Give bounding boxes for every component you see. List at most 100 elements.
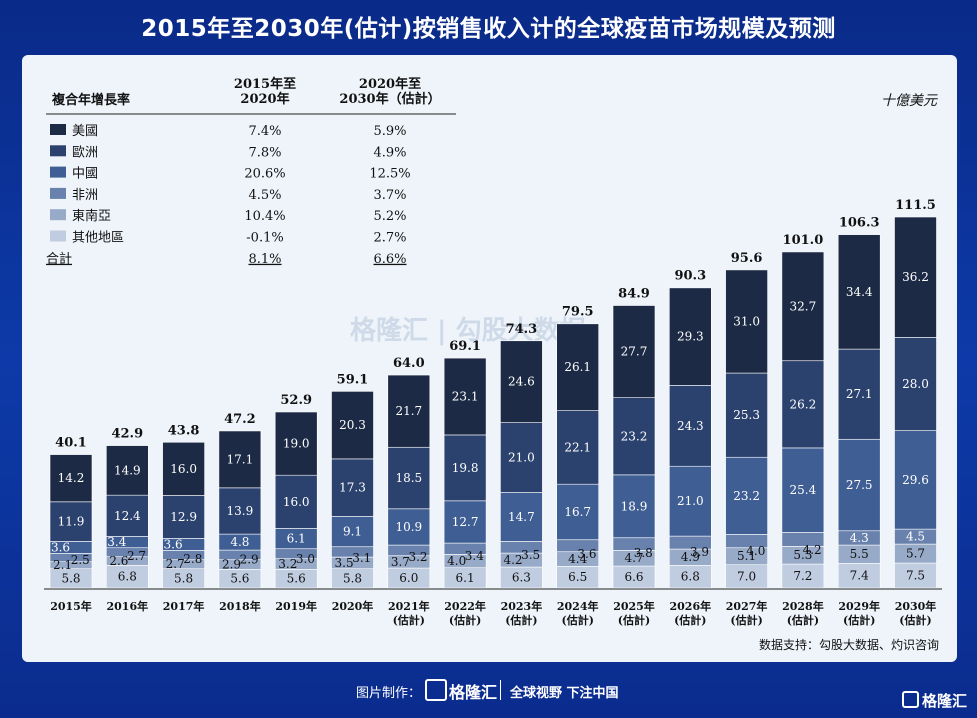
data-label-東南亞: 3.7 bbox=[391, 555, 410, 569]
data-label-東南亞: 4.4 bbox=[568, 552, 587, 566]
legend-swatch bbox=[50, 145, 66, 157]
logo-icon bbox=[902, 691, 919, 708]
legend-label: 非洲 bbox=[72, 188, 98, 203]
bar-segment-中國 bbox=[894, 430, 937, 530]
bar-total-label: 43.8 bbox=[168, 423, 200, 438]
bar-segment-美國 bbox=[387, 374, 431, 448]
data-label-美國: 14.9 bbox=[114, 463, 141, 477]
data-label-非洲: 2.8 bbox=[183, 552, 202, 566]
data-label-非洲: 3.0 bbox=[296, 552, 315, 566]
data-label-中國: 12.7 bbox=[452, 515, 479, 529]
x-tick-label: (估計) bbox=[449, 613, 481, 627]
bar-total-label: 90.3 bbox=[674, 269, 706, 284]
bar-segment-中國 bbox=[331, 516, 374, 548]
x-tick-label: (估計) bbox=[674, 613, 706, 627]
data-label-歐洲: 18.5 bbox=[395, 471, 422, 485]
data-label-其他地區: 7.4 bbox=[850, 569, 869, 583]
data-label-其他地區: 5.8 bbox=[61, 571, 80, 585]
x-tick-label: 2018年 bbox=[219, 599, 261, 613]
bar-segment-美國 bbox=[443, 357, 487, 436]
cagr-value-2020-2030: 5.2% bbox=[373, 209, 406, 224]
bar-segment-歐洲 bbox=[162, 495, 205, 539]
cagr-col2-header: 2020年至 bbox=[359, 76, 421, 92]
legend-swatch bbox=[50, 166, 66, 178]
data-label-非洲: 2.9 bbox=[240, 553, 259, 567]
bar-segment-美國 bbox=[331, 391, 374, 460]
data-label-中國: 9.1 bbox=[343, 525, 362, 539]
x-tick-label: 2015年 bbox=[50, 599, 92, 613]
x-tick-label: 2016年 bbox=[106, 599, 148, 613]
data-label-中國: 16.7 bbox=[564, 505, 591, 519]
bar-segment-美國 bbox=[781, 251, 825, 362]
bar-total-label: 69.1 bbox=[449, 339, 481, 354]
corner-logo-text: 格隆汇 bbox=[922, 692, 968, 710]
data-label-歐洲: 19.8 bbox=[452, 461, 479, 475]
bar-segment-歐洲 bbox=[49, 501, 93, 542]
cagr-value-2015-2020: 4.5% bbox=[248, 188, 281, 203]
data-label-東南亞: 5.5 bbox=[850, 547, 869, 561]
bar-total-label: 40.1 bbox=[55, 436, 87, 451]
data-label-其他地區: 5.6 bbox=[230, 572, 249, 586]
x-tick-label: (估計) bbox=[730, 613, 762, 627]
bar-segment-中國 bbox=[443, 500, 487, 544]
cagr-value-2020-2030: 4.9% bbox=[373, 145, 406, 160]
x-tick-label: (估計) bbox=[561, 613, 593, 627]
logo-icon bbox=[425, 679, 447, 701]
cagr-value-2015-2020: 10.4% bbox=[244, 209, 285, 224]
data-label-美國: 27.7 bbox=[621, 345, 648, 359]
data-label-歐洲: 17.3 bbox=[339, 481, 366, 495]
data-label-中國: 3.6 bbox=[51, 540, 70, 554]
bar-total-label: 52.9 bbox=[280, 393, 312, 408]
data-label-美國: 31.0 bbox=[733, 314, 760, 328]
data-label-其他地區: 6.8 bbox=[118, 570, 137, 584]
data-label-其他地區: 6.0 bbox=[399, 571, 418, 585]
bar-segment-其他地區 bbox=[837, 563, 881, 589]
bar-total-label: 84.9 bbox=[618, 287, 650, 302]
data-label-東南亞: 2.1 bbox=[53, 558, 72, 572]
unit-label: 十億美元 bbox=[881, 93, 937, 109]
bar-segment-歐洲 bbox=[218, 487, 262, 535]
data-label-東南亞: 5.7 bbox=[906, 547, 925, 561]
x-tick-label: 2027年 bbox=[726, 599, 768, 613]
bar-segment-美國 bbox=[274, 411, 318, 476]
data-label-東南亞: 5.3 bbox=[793, 548, 812, 562]
x-tick-label: 2022年 bbox=[444, 599, 486, 613]
x-tick-label: 2023年 bbox=[501, 599, 543, 613]
data-label-非洲: 4.2 bbox=[803, 543, 822, 557]
bar-segment-中國 bbox=[837, 438, 881, 532]
data-label-非洲: 3.8 bbox=[634, 546, 653, 560]
bar-segment-歐洲 bbox=[274, 474, 318, 529]
bar-segment-美國 bbox=[218, 430, 262, 489]
data-label-美國: 17.1 bbox=[227, 452, 254, 466]
data-label-歐洲: 16.0 bbox=[283, 495, 310, 509]
data-label-其他地區: 6.8 bbox=[681, 570, 700, 584]
data-label-美國: 34.4 bbox=[846, 285, 873, 299]
data-label-非洲: 3.6 bbox=[577, 547, 596, 561]
watermark: 格隆汇 | 勾股大数据 bbox=[350, 316, 586, 346]
data-label-東南亞: 4.7 bbox=[624, 551, 643, 565]
cagr-value-2020-2030: 5.9% bbox=[373, 124, 406, 139]
data-label-東南亞: 4.0 bbox=[447, 554, 466, 568]
cagr-value-2015-2020: -0.1% bbox=[246, 231, 283, 246]
data-label-中國: 27.5 bbox=[846, 478, 873, 492]
data-label-美國: 19.0 bbox=[283, 437, 310, 451]
data-label-非洲: 3.9 bbox=[690, 545, 709, 559]
footer-separator bbox=[500, 680, 501, 700]
page-title: 2015年至2030年(估计)按销售收入计的全球疫苗市场规模及预测 bbox=[141, 16, 836, 42]
bar-segment-歐洲 bbox=[894, 337, 937, 431]
data-label-美國: 14.2 bbox=[58, 471, 85, 485]
bar-segment-歐洲 bbox=[612, 397, 656, 476]
cagr-value-2015-2020: 7.4% bbox=[248, 124, 281, 139]
data-label-東南亞: 3.2 bbox=[278, 557, 297, 571]
data-label-其他地區: 6.6 bbox=[624, 570, 643, 584]
cagr-total-2020-2030: 6.6% bbox=[373, 252, 406, 267]
x-tick-label: 2029年 bbox=[838, 599, 880, 613]
x-tick-label: 2019年 bbox=[275, 599, 317, 613]
x-tick-label: (估計) bbox=[618, 613, 650, 627]
bar-segment-歐洲 bbox=[106, 494, 149, 537]
data-label-東南亞: 4.2 bbox=[503, 553, 522, 567]
legend-label: 其他地區 bbox=[72, 231, 124, 246]
bar-segment-中國 bbox=[668, 465, 712, 537]
data-label-東南亞: 2.9 bbox=[222, 558, 241, 572]
data-label-其他地區: 5.8 bbox=[174, 571, 193, 585]
